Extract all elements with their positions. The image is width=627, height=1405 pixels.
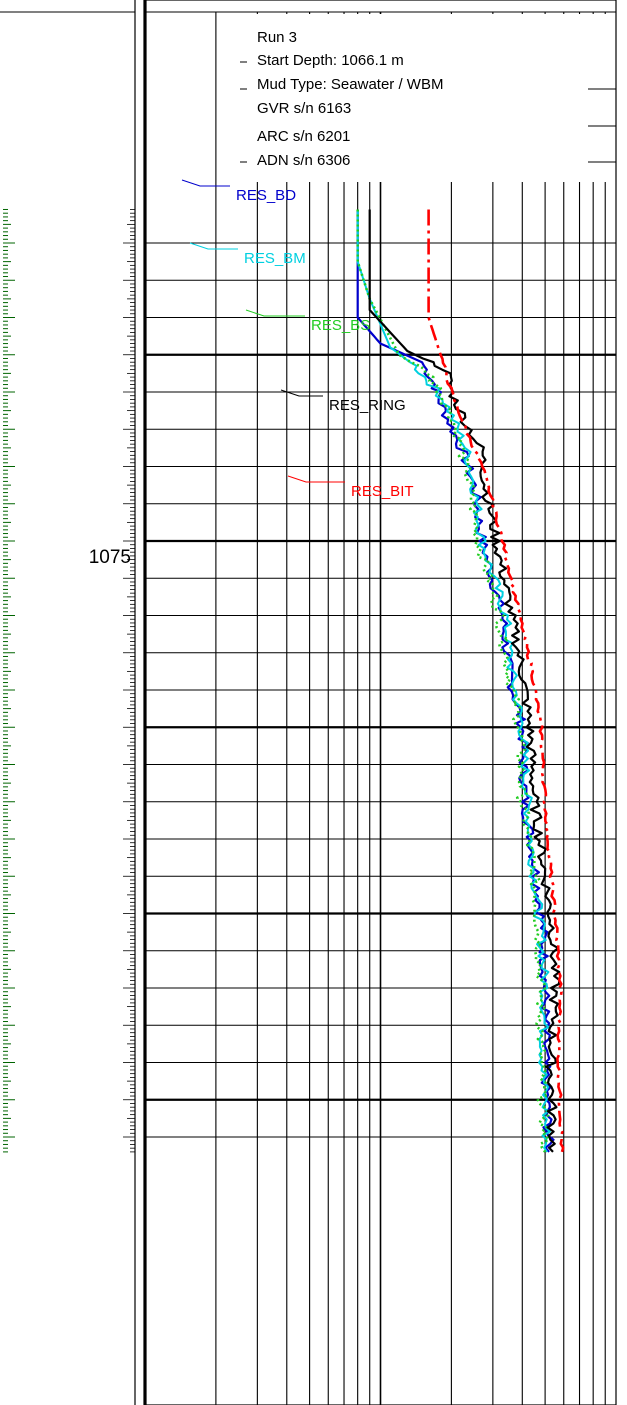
depth-track: 1075 [0, 0, 136, 1405]
header-start-depth: Start Depth: 1066.1 m [257, 52, 404, 69]
header-gvr-serial: GVR s/n 6163 [257, 100, 351, 117]
header-run: Run 3 [257, 29, 297, 46]
header-arc-serial: ARC s/n 6201 [257, 128, 350, 145]
annotation-res-bs: RES_BS [311, 317, 370, 334]
annotation-res-bd: RES_BD [236, 187, 296, 204]
annotation-res-bm: RES_BM [244, 250, 306, 267]
curve-layer [356, 209, 565, 1153]
curve-res-bm [356, 209, 551, 1153]
depth-label-1075: 1075 [89, 547, 131, 568]
annotation-arrow [245, 309, 305, 317]
annotation-arrow [280, 389, 323, 397]
header-mud-type: Mud Type: Seawater / WBM [257, 76, 443, 93]
curve-res-bs [356, 209, 551, 1153]
annotation-arrow [287, 475, 345, 483]
curve-annotations: RES_BD RES_BM RES_BS RES_RING RES_BIT [181, 179, 414, 500]
annotation-arrow [181, 179, 230, 187]
annotation-arrow [189, 242, 238, 250]
curve-res-bd [356, 209, 555, 1153]
resistivity-track: Run 3 Start Depth: 1066.1 m Mud Type: Se… [145, 12, 616, 1405]
annotation-res-ring: RES_RING [329, 397, 406, 414]
depth-tick-marks [3, 208, 135, 1153]
curve-res-bit [427, 209, 565, 1153]
header-box: Run 3 Start Depth: 1066.1 m Mud Type: Se… [240, 14, 616, 182]
curve-res-ring [368, 209, 561, 1153]
header-box-background [240, 14, 616, 182]
log-grid [145, 12, 616, 1405]
header-adn-serial: ADN s/n 6306 [257, 152, 350, 169]
annotation-res-bit: RES_BIT [351, 483, 414, 500]
